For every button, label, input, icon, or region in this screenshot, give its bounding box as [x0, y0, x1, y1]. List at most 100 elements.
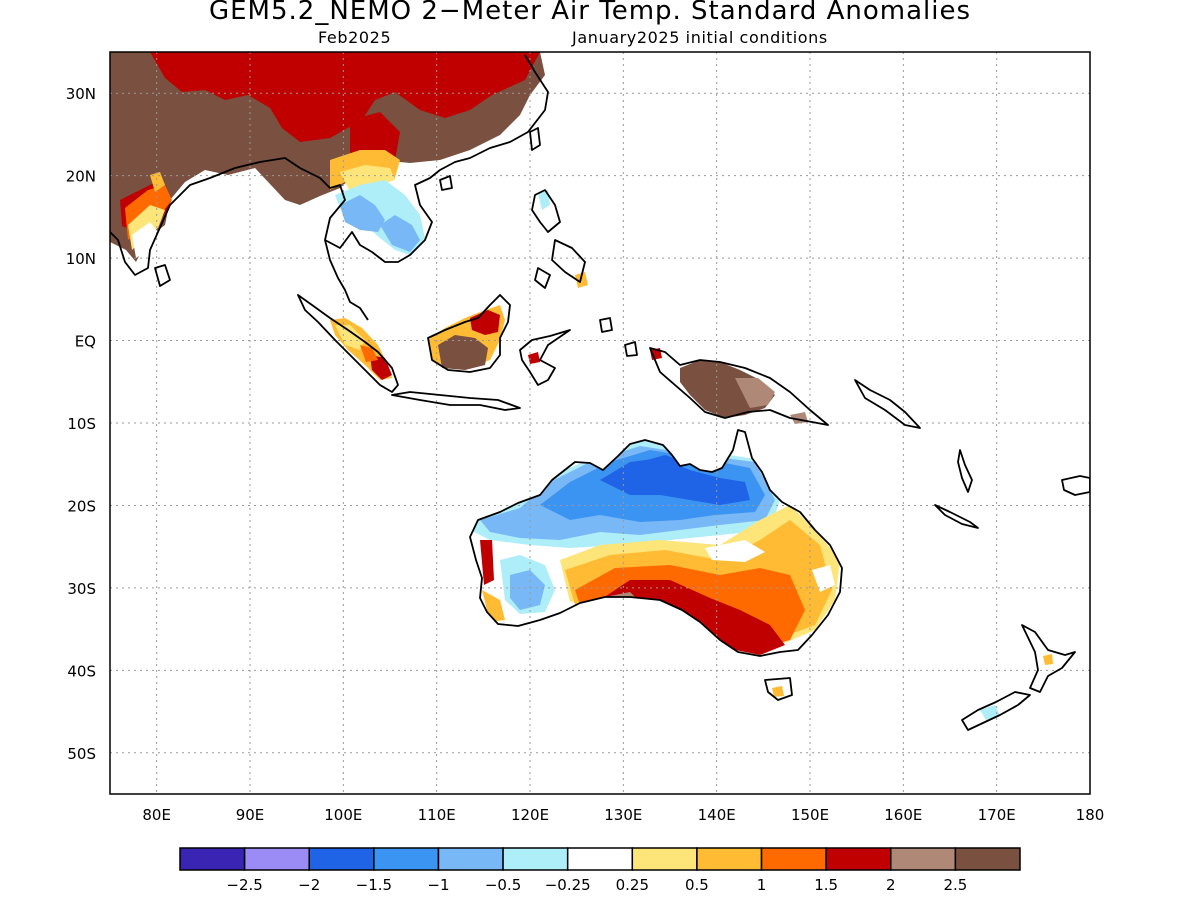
- colorbar-label: −1.5: [356, 876, 392, 894]
- colorbar-label: 0.25: [616, 876, 649, 894]
- australia-white-east: [705, 540, 765, 562]
- lat-tick-label: 30S: [67, 580, 96, 598]
- colorbar-label: −0.25: [545, 876, 591, 894]
- philippines-orange: [575, 272, 588, 288]
- philippines-blue: [538, 190, 550, 210]
- anomaly-fields: [110, 52, 1053, 720]
- latitude-labels: 30N 20N 10N EQ 10S 20S 30S 40S 50S: [66, 85, 96, 763]
- lat-tick-label: 40S: [67, 662, 96, 680]
- west-australia-blue-2: [510, 570, 545, 610]
- taiwan-coastline: [529, 127, 541, 151]
- malay-coastline: [324, 239, 369, 321]
- coastlines: [110, 54, 1090, 731]
- lat-tick-label: 20N: [66, 168, 96, 186]
- sri-lanka-coastline: [154, 264, 171, 287]
- lat-tick-label: 20S: [67, 497, 96, 515]
- lon-tick-label: 170E: [978, 806, 1016, 824]
- lat-tick-label: 50S: [67, 745, 96, 763]
- lon-tick-label: 150E: [791, 806, 829, 824]
- indochina-blue: [340, 195, 385, 232]
- colorbar-label: 1.5: [814, 876, 838, 894]
- colorbar-label: 2.5: [943, 876, 967, 894]
- map-title: GEM5.2_NEMO 2−Meter Air Temp. Standard A…: [208, 0, 972, 26]
- colorbar-swatch: [631, 847, 698, 871]
- colorbar-label: 2: [886, 876, 896, 894]
- west-australia-red: [480, 540, 494, 585]
- sulawesi-red: [528, 352, 540, 364]
- west-australia-orange: [482, 590, 505, 622]
- indochina-blue-2: [380, 215, 420, 252]
- india-white-field: [132, 222, 158, 258]
- lon-tick-label: 140E: [698, 806, 736, 824]
- colorbar-swatch: [696, 847, 763, 871]
- lat-tick-label: 30N: [66, 85, 96, 103]
- sulawesi-coastline: [519, 329, 571, 386]
- lon-tick-label: 80E: [142, 806, 171, 824]
- colorbar-label: −2: [298, 876, 320, 894]
- forecast-month-label: Feb2025: [318, 28, 392, 47]
- colorbar-swatch: [760, 847, 827, 871]
- lon-tick-label: 120E: [511, 806, 549, 824]
- colorbar: [179, 847, 1021, 871]
- colorbar-swatch: [825, 847, 892, 871]
- fiji-coastline: [1061, 475, 1090, 496]
- lat-tick-label: 10S: [67, 415, 96, 433]
- lon-tick-label: 110E: [418, 806, 456, 824]
- colorbar-swatch: [566, 847, 634, 871]
- sumatra-coastline: [297, 294, 399, 393]
- initial-conditions-label: January2025 initial conditions: [572, 28, 828, 47]
- asia-coastline: [110, 54, 549, 276]
- new-zealand-blue: [980, 705, 1000, 720]
- sumatra-yellow: [335, 325, 365, 350]
- colorbar-label: −2.5: [226, 876, 262, 894]
- philippines-coastline: [531, 189, 586, 289]
- tasmania-orange: [772, 686, 784, 697]
- sumatra-orange-2: [360, 345, 378, 362]
- colorbar-swatch: [954, 847, 1021, 871]
- java-coastline: [391, 391, 521, 411]
- colorbar-swatch: [179, 847, 246, 871]
- colorbar-swatch: [373, 847, 440, 871]
- lat-tick-label: EQ: [75, 333, 96, 351]
- colorbar-label: 1: [757, 876, 767, 894]
- colorbar-label: −1: [427, 876, 449, 894]
- new-guinea-lightbrown: [735, 378, 775, 408]
- nz-south-coastline: [961, 691, 1031, 731]
- australia-blue-4: [640, 455, 685, 478]
- lat-tick-label: 10N: [66, 250, 96, 268]
- new-guinea-coastline: [649, 347, 829, 426]
- lon-tick-label: 130E: [604, 806, 642, 824]
- colorbar-swatch: [243, 847, 310, 871]
- borneo-red: [470, 310, 500, 335]
- colorbar-swatch: [502, 847, 569, 871]
- china-red-field: [150, 52, 540, 142]
- colorbar-label: 0.5: [685, 876, 709, 894]
- gridlines: [110, 52, 1090, 794]
- australia-white-east-2: [812, 565, 835, 592]
- colorbar-labels: −2.5 −2 −1.5 −1 −0.5 −0.25 0.25 0.5 1 1.5 2 2.5: [226, 876, 967, 894]
- indochina-yellow-field: [340, 165, 395, 192]
- longitude-labels: 80E 90E 100E 110E 120E 130E 140E 150E 160E 170E 18…: [142, 806, 1104, 824]
- australia-coastline: [469, 429, 843, 657]
- colorbar-swatch: [437, 847, 504, 871]
- hainan-coastline: [439, 175, 453, 191]
- sumatra-red: [370, 355, 392, 380]
- solomon-coastline: [854, 379, 921, 429]
- new-zealand-orange: [1043, 654, 1053, 665]
- colorbar-label: −0.5: [485, 876, 521, 894]
- colorbar-swatch: [890, 847, 957, 871]
- india-orange-blob: [150, 172, 165, 192]
- lon-tick-label: 160E: [884, 806, 922, 824]
- lon-tick-label: 100E: [324, 806, 362, 824]
- new-caledonia-coastline: [934, 504, 979, 529]
- australia-blue-3: [600, 458, 750, 505]
- vanuatu-coastline: [957, 449, 973, 493]
- lon-tick-label: 180: [1076, 806, 1105, 824]
- tasmania-coastline: [764, 677, 793, 701]
- borneo-brown: [438, 335, 488, 370]
- map-frame: [109, 51, 1091, 795]
- colorbar-swatch: [308, 847, 375, 871]
- borneo-coastline: [427, 294, 511, 373]
- moluccas-coastline: [599, 317, 638, 357]
